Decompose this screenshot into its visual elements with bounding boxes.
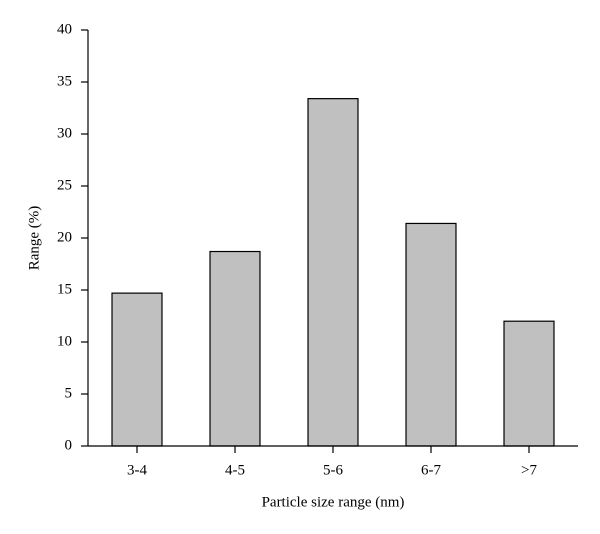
y-tick-label: 15 [57,281,72,297]
y-tick-label: 35 [57,73,72,89]
bar [209,250,261,447]
bar [307,98,359,447]
x-axis-label: Particle size range (nm) [262,494,405,510]
y-axis-label: Range (%) [26,206,42,271]
x-tick-label: 4-5 [225,462,245,478]
y-tick-label: 0 [65,437,73,453]
bar [405,222,457,447]
bar [111,292,163,447]
x-tick-label: 5-6 [323,462,343,478]
y-tick-label: 5 [65,385,73,401]
x-tick-label: >7 [521,462,537,478]
y-tick-label: 25 [57,177,72,193]
x-tick-label: 3-4 [127,462,147,478]
y-tick-label: 30 [57,125,72,141]
bar [503,320,555,447]
x-tick-label: 6-7 [421,462,441,478]
y-tick-label: 40 [57,21,72,37]
y-tick-label: 20 [57,229,72,245]
y-tick-label: 10 [57,333,72,349]
